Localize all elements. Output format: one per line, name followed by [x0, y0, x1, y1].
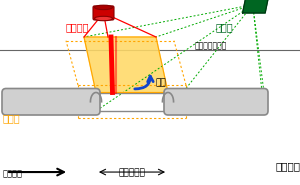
FancyBboxPatch shape	[164, 88, 268, 115]
Ellipse shape	[94, 5, 112, 10]
Text: コンベヤー: コンベヤー	[276, 162, 300, 171]
Text: カメラ: カメラ	[216, 22, 234, 32]
Polygon shape	[243, 0, 268, 13]
Text: 大きな隙間: 大きな隙間	[118, 168, 146, 177]
Polygon shape	[84, 37, 168, 92]
FancyBboxPatch shape	[93, 6, 114, 20]
FancyBboxPatch shape	[2, 88, 100, 115]
Text: レーザー: レーザー	[66, 22, 89, 32]
Ellipse shape	[94, 16, 112, 21]
Text: 輝線が遅られる: 輝線が遅られる	[195, 42, 227, 51]
Text: 対象物: 対象物	[3, 113, 21, 123]
Text: 落下: 落下	[156, 79, 167, 88]
Text: 搜送方向: 搜送方向	[3, 169, 23, 178]
